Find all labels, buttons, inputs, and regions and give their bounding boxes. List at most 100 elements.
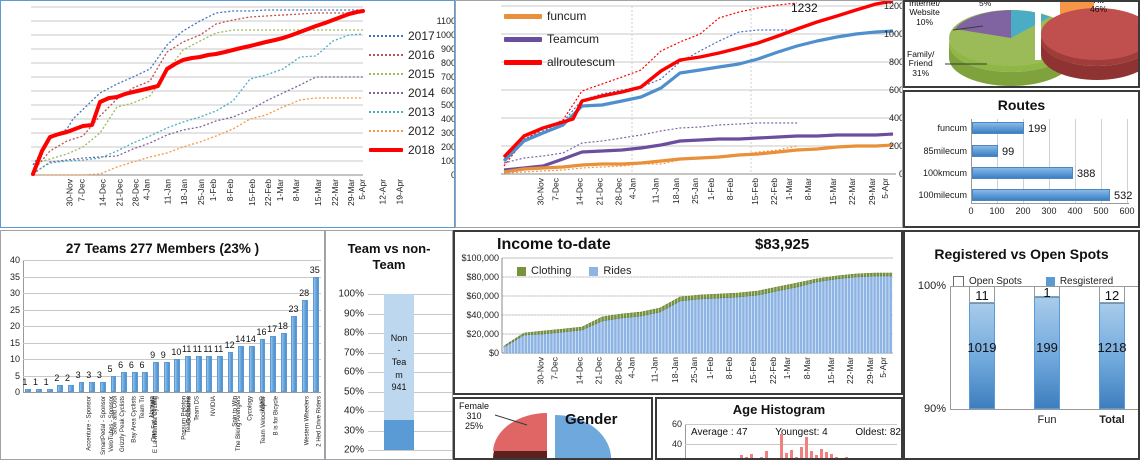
y-tick: 100%: [917, 280, 946, 292]
teams-bar[interactable]: [78, 382, 85, 392]
rvo-registered-fun[interactable]: [1034, 297, 1060, 409]
gridline: [1023, 119, 1024, 203]
teams-bar[interactable]: [99, 382, 106, 392]
gridline: [685, 424, 897, 425]
routes-cat-label: 85milecum: [923, 146, 967, 156]
teams-bar[interactable]: [227, 352, 234, 392]
legend-item[interactable]: 2015: [369, 67, 435, 81]
legend-item[interactable]: allroutescum: [504, 55, 615, 69]
y-tick: 100: [440, 156, 455, 166]
legend-item[interactable]: 2017: [369, 29, 435, 43]
x-tick: 28-Dec: [130, 179, 141, 207]
routes-bar-funcum[interactable]: [972, 122, 1024, 134]
legend-marker-2016: [369, 54, 403, 56]
teams-bar[interactable]: [280, 332, 287, 392]
teams-bar[interactable]: [36, 388, 42, 392]
teams-x-tick: Slow and Cool: [113, 396, 119, 435]
teams-bar[interactable]: [67, 385, 74, 392]
teams-bar[interactable]: [259, 339, 266, 392]
legend-item[interactable]: Teamcum: [504, 32, 615, 46]
y-tick: 800: [440, 58, 455, 68]
legend-item[interactable]: 2016: [369, 48, 435, 62]
legend-item[interactable]: Resgistered: [1045, 276, 1113, 287]
rvo-registered-rides[interactable]: [969, 303, 995, 409]
teams-x-tick: MWR: [259, 396, 266, 411]
teams-bar[interactable]: [291, 316, 298, 392]
teams-bar[interactable]: [312, 276, 319, 392]
y-tick: 200: [440, 142, 455, 152]
x-tick: 1-Mar: [275, 179, 285, 202]
pie-label-line: Friend: [908, 58, 933, 69]
rvo-open-rides[interactable]: [969, 286, 995, 303]
teams-bar[interactable]: [153, 362, 159, 392]
teams-bar[interactable]: [216, 355, 223, 392]
age-bar: [805, 436, 809, 458]
teams-bar-value: 3: [75, 370, 81, 381]
routes-bar-100mile[interactable]: [972, 189, 1110, 201]
x-tick: 15-Mar: [825, 357, 836, 384]
legend-item[interactable]: funcum: [504, 9, 615, 23]
chart-route-cumulative: 0 200 400 600 800 1000 1200 30-Nov 7-Dec 1…: [456, 1, 902, 227]
label-line: m: [395, 369, 403, 380]
teams-bar[interactable]: [131, 372, 138, 392]
routes-bar-100km[interactable]: [972, 167, 1073, 179]
rvo-open-fun[interactable]: [1034, 286, 1060, 297]
y-tick: 400: [440, 114, 455, 124]
teams-bar[interactable]: [142, 372, 149, 392]
legend-item[interactable]: 2018: [369, 143, 435, 157]
teams-bar-value: 3: [96, 370, 102, 381]
team-vs-nonteam-title: Team vs non-Team: [347, 241, 431, 272]
panel-teams: 27 Teams 277 Members (23% ) 0 5 10 15 20 25 30…: [0, 230, 325, 460]
teams-bar[interactable]: [57, 385, 64, 392]
teams-bar[interactable]: [25, 388, 32, 392]
teams-bar[interactable]: [206, 355, 213, 392]
legend-marker-teamcum: [504, 36, 542, 42]
x-tick: 15-Mar: [312, 179, 323, 206]
y-tick: 40%: [343, 405, 364, 417]
legend-item[interactable]: Rides: [589, 265, 631, 277]
y-tick: $40,000: [466, 310, 499, 320]
y-tick: 40: [9, 255, 20, 265]
teams-bar-value: 1: [22, 376, 28, 387]
teams-bar[interactable]: [248, 345, 255, 392]
x-tick: 8-Mar: [801, 357, 812, 380]
legend-item[interactable]: 2012: [369, 124, 435, 138]
rvo-registered-total[interactable]: [1099, 303, 1125, 409]
teams-bar[interactable]: [174, 359, 181, 392]
teams-bar-value: 18: [277, 320, 288, 331]
routes-title: Routes: [997, 97, 1046, 113]
age-y-axis: [685, 424, 686, 458]
x-tick: 15-Feb: [246, 179, 257, 206]
y-tick: 1000: [435, 30, 455, 40]
legend-marker-allroutescum: [504, 59, 542, 65]
teams-bar[interactable]: [270, 335, 277, 392]
rvo-registered-value: 1019: [967, 340, 997, 355]
panel-gender: Gender Female 310 25%: [453, 397, 653, 460]
gridline: [1127, 119, 1128, 203]
label-line: 941: [391, 381, 407, 392]
bar-team[interactable]: [384, 420, 414, 451]
legend-item[interactable]: 2014: [369, 86, 435, 100]
teams-bar[interactable]: [46, 388, 53, 392]
legend-item[interactable]: 2013: [369, 105, 435, 119]
label-line: 25%: [465, 420, 484, 431]
teams-bar[interactable]: [238, 345, 245, 392]
teams-bar-value: 14: [235, 333, 246, 344]
label-line: 310: [466, 410, 482, 421]
legend-label: funcum: [547, 9, 587, 23]
legend-item[interactable]: Clothing: [517, 265, 571, 277]
teams-bar[interactable]: [89, 382, 96, 392]
y-tick: 90%: [343, 308, 364, 320]
teams-bar[interactable]: [302, 299, 308, 392]
teams-bar[interactable]: [121, 372, 128, 392]
y-tick: 90%: [923, 403, 946, 415]
pie-label-line: Website: [909, 7, 940, 18]
rvo-open-total[interactable]: [1099, 286, 1125, 303]
bar-non-team[interactable]: [384, 294, 414, 421]
y-tick: 80%: [343, 327, 364, 339]
routes-bar-85mile[interactable]: [972, 145, 998, 157]
teams-bar[interactable]: [163, 362, 170, 392]
teams-bar[interactable]: [185, 355, 191, 392]
teams-bar[interactable]: [110, 375, 117, 392]
teams-bar[interactable]: [195, 355, 202, 392]
